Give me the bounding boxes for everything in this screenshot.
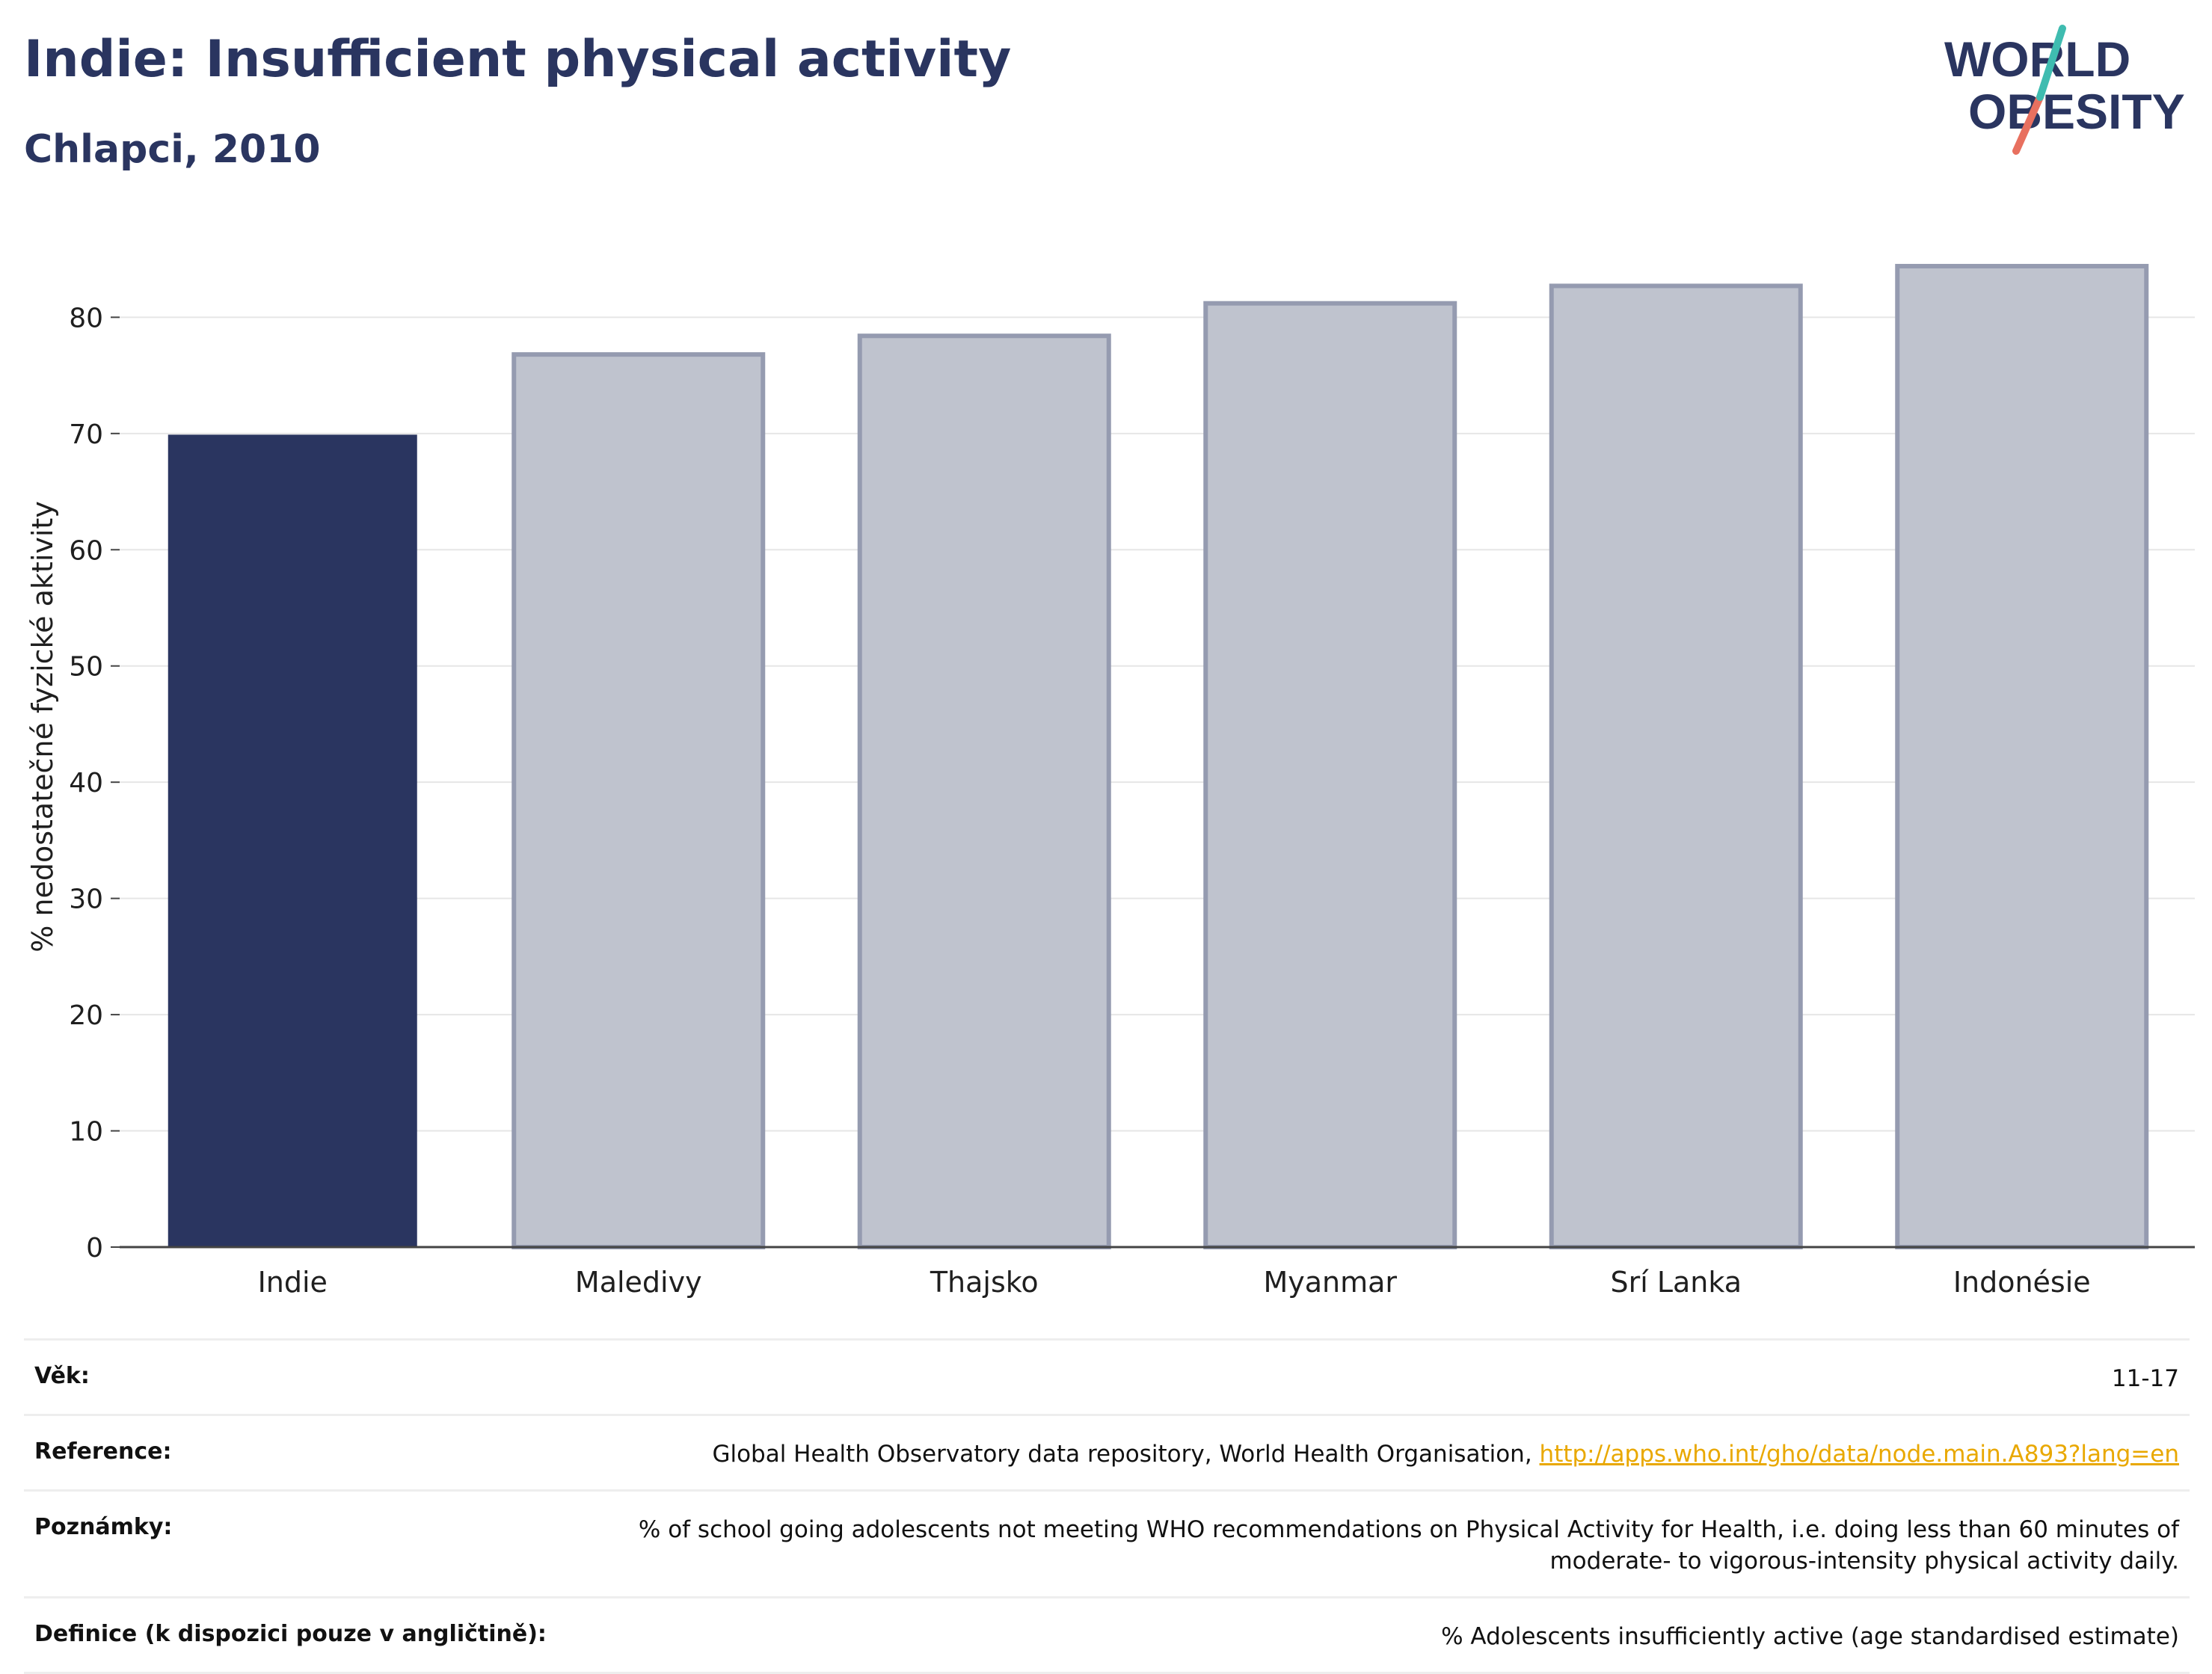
bar-myanmar[interactable] [1203,301,1457,1249]
y-tick-label: 10 [69,1117,103,1148]
y-tick-label: 20 [69,1000,103,1031]
reference-link[interactable]: http://apps.who.int/gho/data/node.main.A… [1539,1441,2179,1468]
notes-label: Poznámky: [34,1514,173,1540]
y-tick-label: 0 [86,1233,103,1264]
reference-value: Global Health Observatory data repositor… [712,1438,2179,1470]
definition-label: Definice (k dispozici pouze v angličtině… [34,1621,547,1647]
logo-word-world: WORLD [1944,31,2130,87]
reference-label: Reference: [34,1438,172,1465]
x-tick-label: Thajsko [930,1266,1039,1299]
x-tick-label: Indie [258,1266,328,1299]
chart-title: Indie: Insufficient physical activity [24,30,1012,89]
y-tick-label: 50 [69,652,103,683]
info-row-age: Věk: 11-17 [24,1338,2190,1414]
age-label: Věk: [34,1363,90,1389]
info-table: Věk: 11-17 Reference: Global Health Obse… [24,1338,2190,1674]
bar-maledivy[interactable] [511,352,766,1249]
chart-subtitle: Chlapci, 2010 [24,127,321,172]
age-value: 11-17 [2111,1365,2179,1392]
y-tick-label: 80 [69,303,103,333]
logo-word-obesity: OBESITY [1968,84,2185,139]
logo-slash-red [2012,93,2044,155]
info-row-reference: Reference: Global Health Observatory dat… [24,1414,2190,1489]
notes-line-1: % of school going adolescents not meetin… [638,1516,2179,1543]
labels-layer: 0 10 20 30 40 50 60 70 80 Indie Maledivy Thajsko Mya… [69,303,2195,1299]
x-tick-label: Indonésie [1953,1266,2091,1299]
notes-line-2: moderate- to vigorous-intensity physical… [1549,1548,2179,1575]
info-row-notes: Poznámky: % of school going adolescents … [24,1489,2190,1596]
bar-indon-sie[interactable] [1895,263,2149,1250]
notes-value: % of school going adolescents not meetin… [639,1514,2179,1577]
definition-value: % Adolescents insufficiently active (age… [1441,1623,2179,1650]
reference-text: Global Health Observatory data repositor… [712,1441,1540,1468]
y-axis-label: % nedostatečné fyzické aktivity [26,501,59,953]
y-tick-label: 60 [69,535,103,566]
y-tick-label: 40 [69,768,103,798]
bar-chart: 0 10 20 30 40 50 60 70 80 Indie Maledivy Thajsko Mya… [26,263,2195,1299]
grid-layer [111,316,2195,1248]
bar-sr-lanka[interactable] [1549,283,1803,1250]
x-tick-label: Maledivy [575,1266,702,1299]
world-obesity-logo: WORLD OBESITY [1944,25,2185,155]
y-tick-label: 70 [69,419,103,450]
bar-thajsko[interactable] [857,333,1111,1250]
x-tick-label: Srí Lanka [1610,1266,1742,1299]
logo-slash-teal [2036,25,2066,101]
info-row-definition: Definice (k dispozici pouze v angličtině… [24,1596,2190,1674]
bar-indie[interactable] [168,434,417,1247]
y-tick-label: 30 [69,884,103,915]
x-tick-label: Myanmar [1263,1266,1397,1299]
bars-layer [168,263,2149,1250]
